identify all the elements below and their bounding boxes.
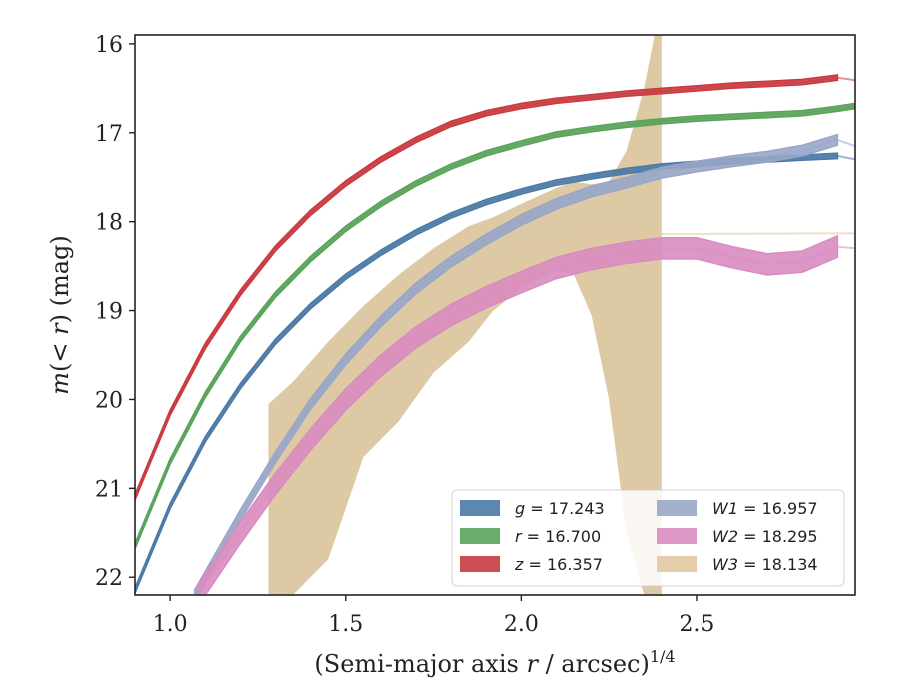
x-tick-label: 2.5 <box>679 612 714 637</box>
y-tick-label: 19 <box>95 300 123 325</box>
y-axis-label: m(< r) (mag) <box>46 235 74 395</box>
legend-swatch <box>657 528 697 544</box>
plot-area <box>135 35 855 595</box>
series-W2-profile <box>197 234 839 595</box>
y-tick-label: 20 <box>95 388 123 413</box>
legend-box <box>451 489 845 587</box>
legend-swatch <box>657 500 697 516</box>
legend: g = 17.243 r = 16.700 z = 16.357 W1 = 16.95… <box>451 489 845 587</box>
series-r-model <box>135 105 855 547</box>
legend-swatch <box>460 528 500 544</box>
legend-swatch <box>460 500 500 516</box>
x-tick-label: 1.5 <box>328 612 363 637</box>
axes: 1.0 1.5 2.0 2.5 16 17 18 19 20 21 22 <box>95 33 856 637</box>
legend-label: g = 17.243 <box>515 499 605 518</box>
x-tick-label: 1.0 <box>153 612 188 637</box>
legend-swatch <box>460 556 500 572</box>
legend-label: z = 16.357 <box>514 555 603 574</box>
y-tick-label: 16 <box>95 33 123 58</box>
y-tick-label: 18 <box>95 211 123 236</box>
x-tick-label: 2.0 <box>504 612 539 637</box>
legend-label: W2 = 18.295 <box>712 527 818 546</box>
x-axis-label: (Semi-major axis r / arcsec)1/4 <box>314 647 675 678</box>
legend-swatch <box>657 556 697 572</box>
series-g-profile <box>135 152 839 594</box>
plot-frame <box>134 34 856 596</box>
series-W1-profile <box>193 133 839 595</box>
legend-label: r = 16.700 <box>515 527 601 546</box>
series-r-profile <box>135 102 855 550</box>
series-z-profile <box>135 74 839 501</box>
legend-label: W1 = 16.957 <box>712 499 818 518</box>
y-tick-label: 22 <box>95 566 123 591</box>
legend-label: W3 = 18.134 <box>712 555 818 574</box>
y-tick-label: 17 <box>95 122 123 147</box>
y-tick-label: 21 <box>95 477 123 502</box>
